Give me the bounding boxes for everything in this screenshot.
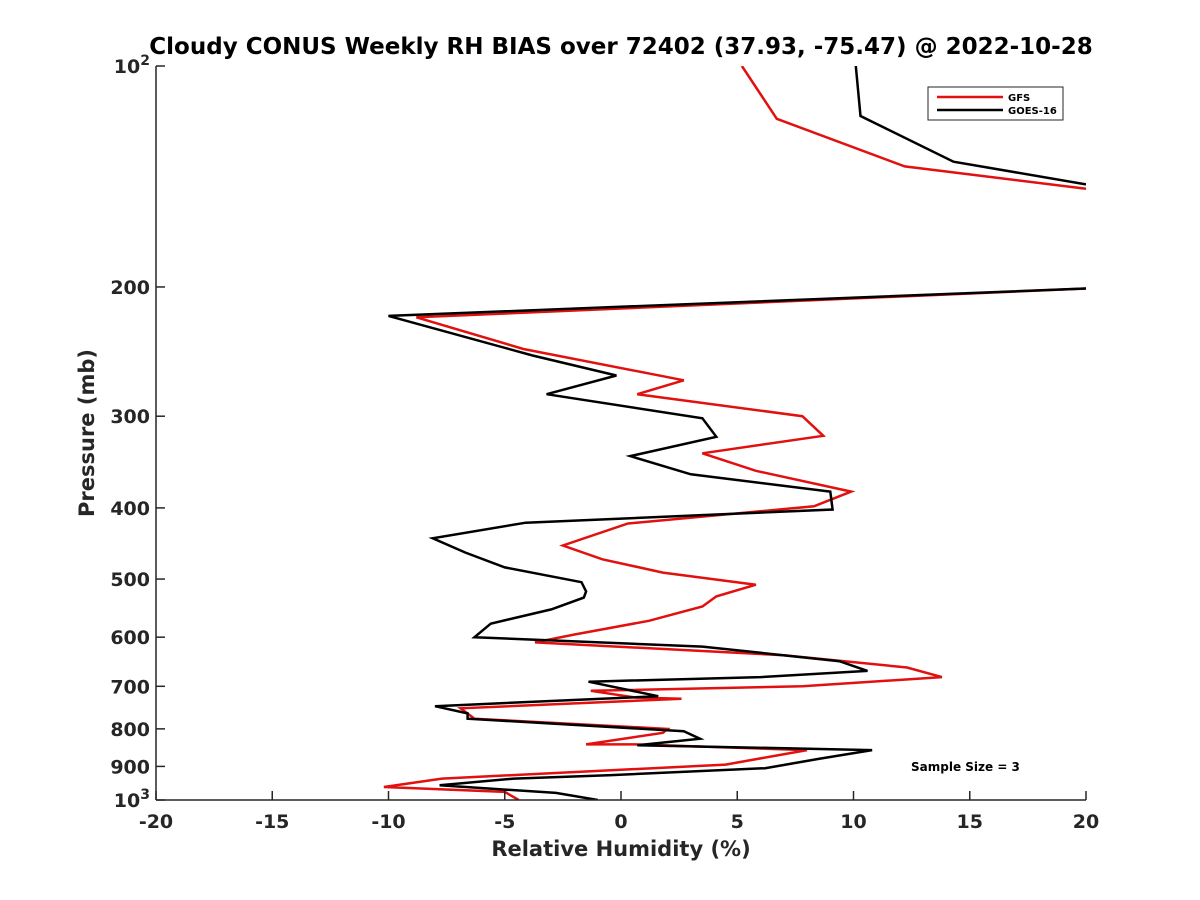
x-tick-label: 20 <box>1073 811 1099 833</box>
x-tick-label: -15 <box>255 811 289 833</box>
y-tick-label: 102 <box>114 53 150 78</box>
y-tick-label: 200 <box>110 277 150 299</box>
y-tick-label: 800 <box>110 719 150 741</box>
x-axis-ticks: -20 -15 -10 -5 0 5 10 15 20 <box>139 791 1099 833</box>
series-layer <box>383 66 1086 800</box>
x-tick-label: -10 <box>371 811 405 833</box>
x-axis-label: Relative Humidity (%) <box>491 837 750 861</box>
sample-size-annotation: Sample Size = 3 <box>911 760 1020 774</box>
y-tick-label: 400 <box>110 498 150 520</box>
series-line-gfs <box>383 66 1086 800</box>
y-tick-label: 700 <box>110 676 150 698</box>
x-tick-label: 15 <box>957 811 983 833</box>
y-tick-label: 103 <box>114 787 150 812</box>
chart-title: Cloudy CONUS Weekly RH BIAS over 72402 (… <box>149 34 1092 60</box>
legend-label-goes-16: GOES-16 <box>1008 106 1057 117</box>
y-tick-label: 600 <box>110 627 150 649</box>
y-tick-label: 900 <box>110 756 150 778</box>
y-axis-label: Pressure (mb) <box>75 349 99 517</box>
y-tick-label: 300 <box>110 406 150 428</box>
x-tick-label: 0 <box>614 811 627 833</box>
series-line-goes-16 <box>388 66 1086 800</box>
y-axis-ticks: 102 200 300 400 500 600 700 800 900 103 <box>110 53 165 812</box>
x-tick-label: 10 <box>840 811 866 833</box>
x-tick-label: 5 <box>731 811 744 833</box>
chart-legend: GFS GOES-16 <box>927 86 1064 121</box>
x-tick-label: -20 <box>139 811 173 833</box>
y-tick-label: 500 <box>110 569 150 591</box>
legend-label-gfs: GFS <box>1008 93 1030 104</box>
legend-box <box>927 86 1064 121</box>
x-tick-label: -5 <box>494 811 515 833</box>
